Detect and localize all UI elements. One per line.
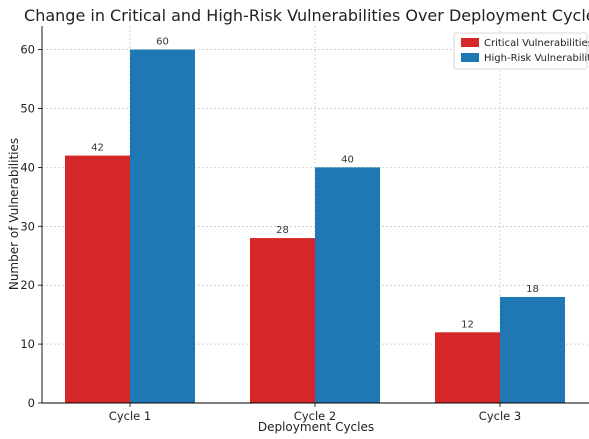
y-tick-label-10: 10 xyxy=(20,337,35,351)
y-tick-label-20: 20 xyxy=(20,278,35,292)
y-axis-label: Number of Vulnerabilities xyxy=(7,138,21,290)
x-tick-label-2: Cycle 2 xyxy=(294,409,336,423)
legend-label-high-risk: High-Risk Vulnerabilities xyxy=(484,53,589,64)
x-tick-label-3: Cycle 3 xyxy=(479,409,521,423)
data-label-high-risk-vulnerabilities-3: 18 xyxy=(526,284,539,295)
legend: Critical Vulnerabilities High-Risk Vulne… xyxy=(453,32,589,70)
y-tick-label-60: 60 xyxy=(20,43,35,57)
x-axis-label: Deployment Cycles xyxy=(258,420,374,434)
bar-critical-vulnerabilities-3 xyxy=(435,332,500,403)
bars xyxy=(65,49,565,403)
bar-high-risk-vulnerabilities-1 xyxy=(130,49,195,403)
data-label-high-risk-vulnerabilities-1: 60 xyxy=(156,37,169,48)
data-label-critical-vulnerabilities-3: 12 xyxy=(461,319,474,330)
y-tick-label-0: 0 xyxy=(28,396,35,410)
y-tick-label-50: 50 xyxy=(20,101,35,115)
legend-frame xyxy=(453,32,588,70)
axes xyxy=(41,26,589,404)
data-label-critical-vulnerabilities-1: 42 xyxy=(91,143,104,154)
x-ticks: Cycle 1 Cycle 2 Cycle 3 xyxy=(109,403,521,423)
chart-title: Change in Critical and High-Risk Vulnera… xyxy=(24,6,589,25)
legend-label-critical: Critical Vulnerabilities xyxy=(484,38,589,49)
bar-high-risk-vulnerabilities-2 xyxy=(315,167,380,403)
bar-critical-vulnerabilities-1 xyxy=(65,155,130,403)
y-ticks: 0 10 20 30 40 50 60 xyxy=(20,43,42,410)
bar-high-risk-vulnerabilities-3 xyxy=(500,296,565,403)
x-tick-label-1: Cycle 1 xyxy=(109,409,151,423)
bar-critical-vulnerabilities-2 xyxy=(250,238,315,403)
data-labels: 42 28 12 60 40 18 xyxy=(91,37,539,331)
y-tick-label-40: 40 xyxy=(20,160,35,174)
data-label-high-risk-vulnerabilities-2: 40 xyxy=(341,154,354,165)
y-tick-label-30: 30 xyxy=(20,219,35,233)
legend-swatch-critical xyxy=(461,38,479,47)
legend-swatch-high-risk xyxy=(461,53,479,62)
data-label-critical-vulnerabilities-2: 28 xyxy=(276,225,289,236)
